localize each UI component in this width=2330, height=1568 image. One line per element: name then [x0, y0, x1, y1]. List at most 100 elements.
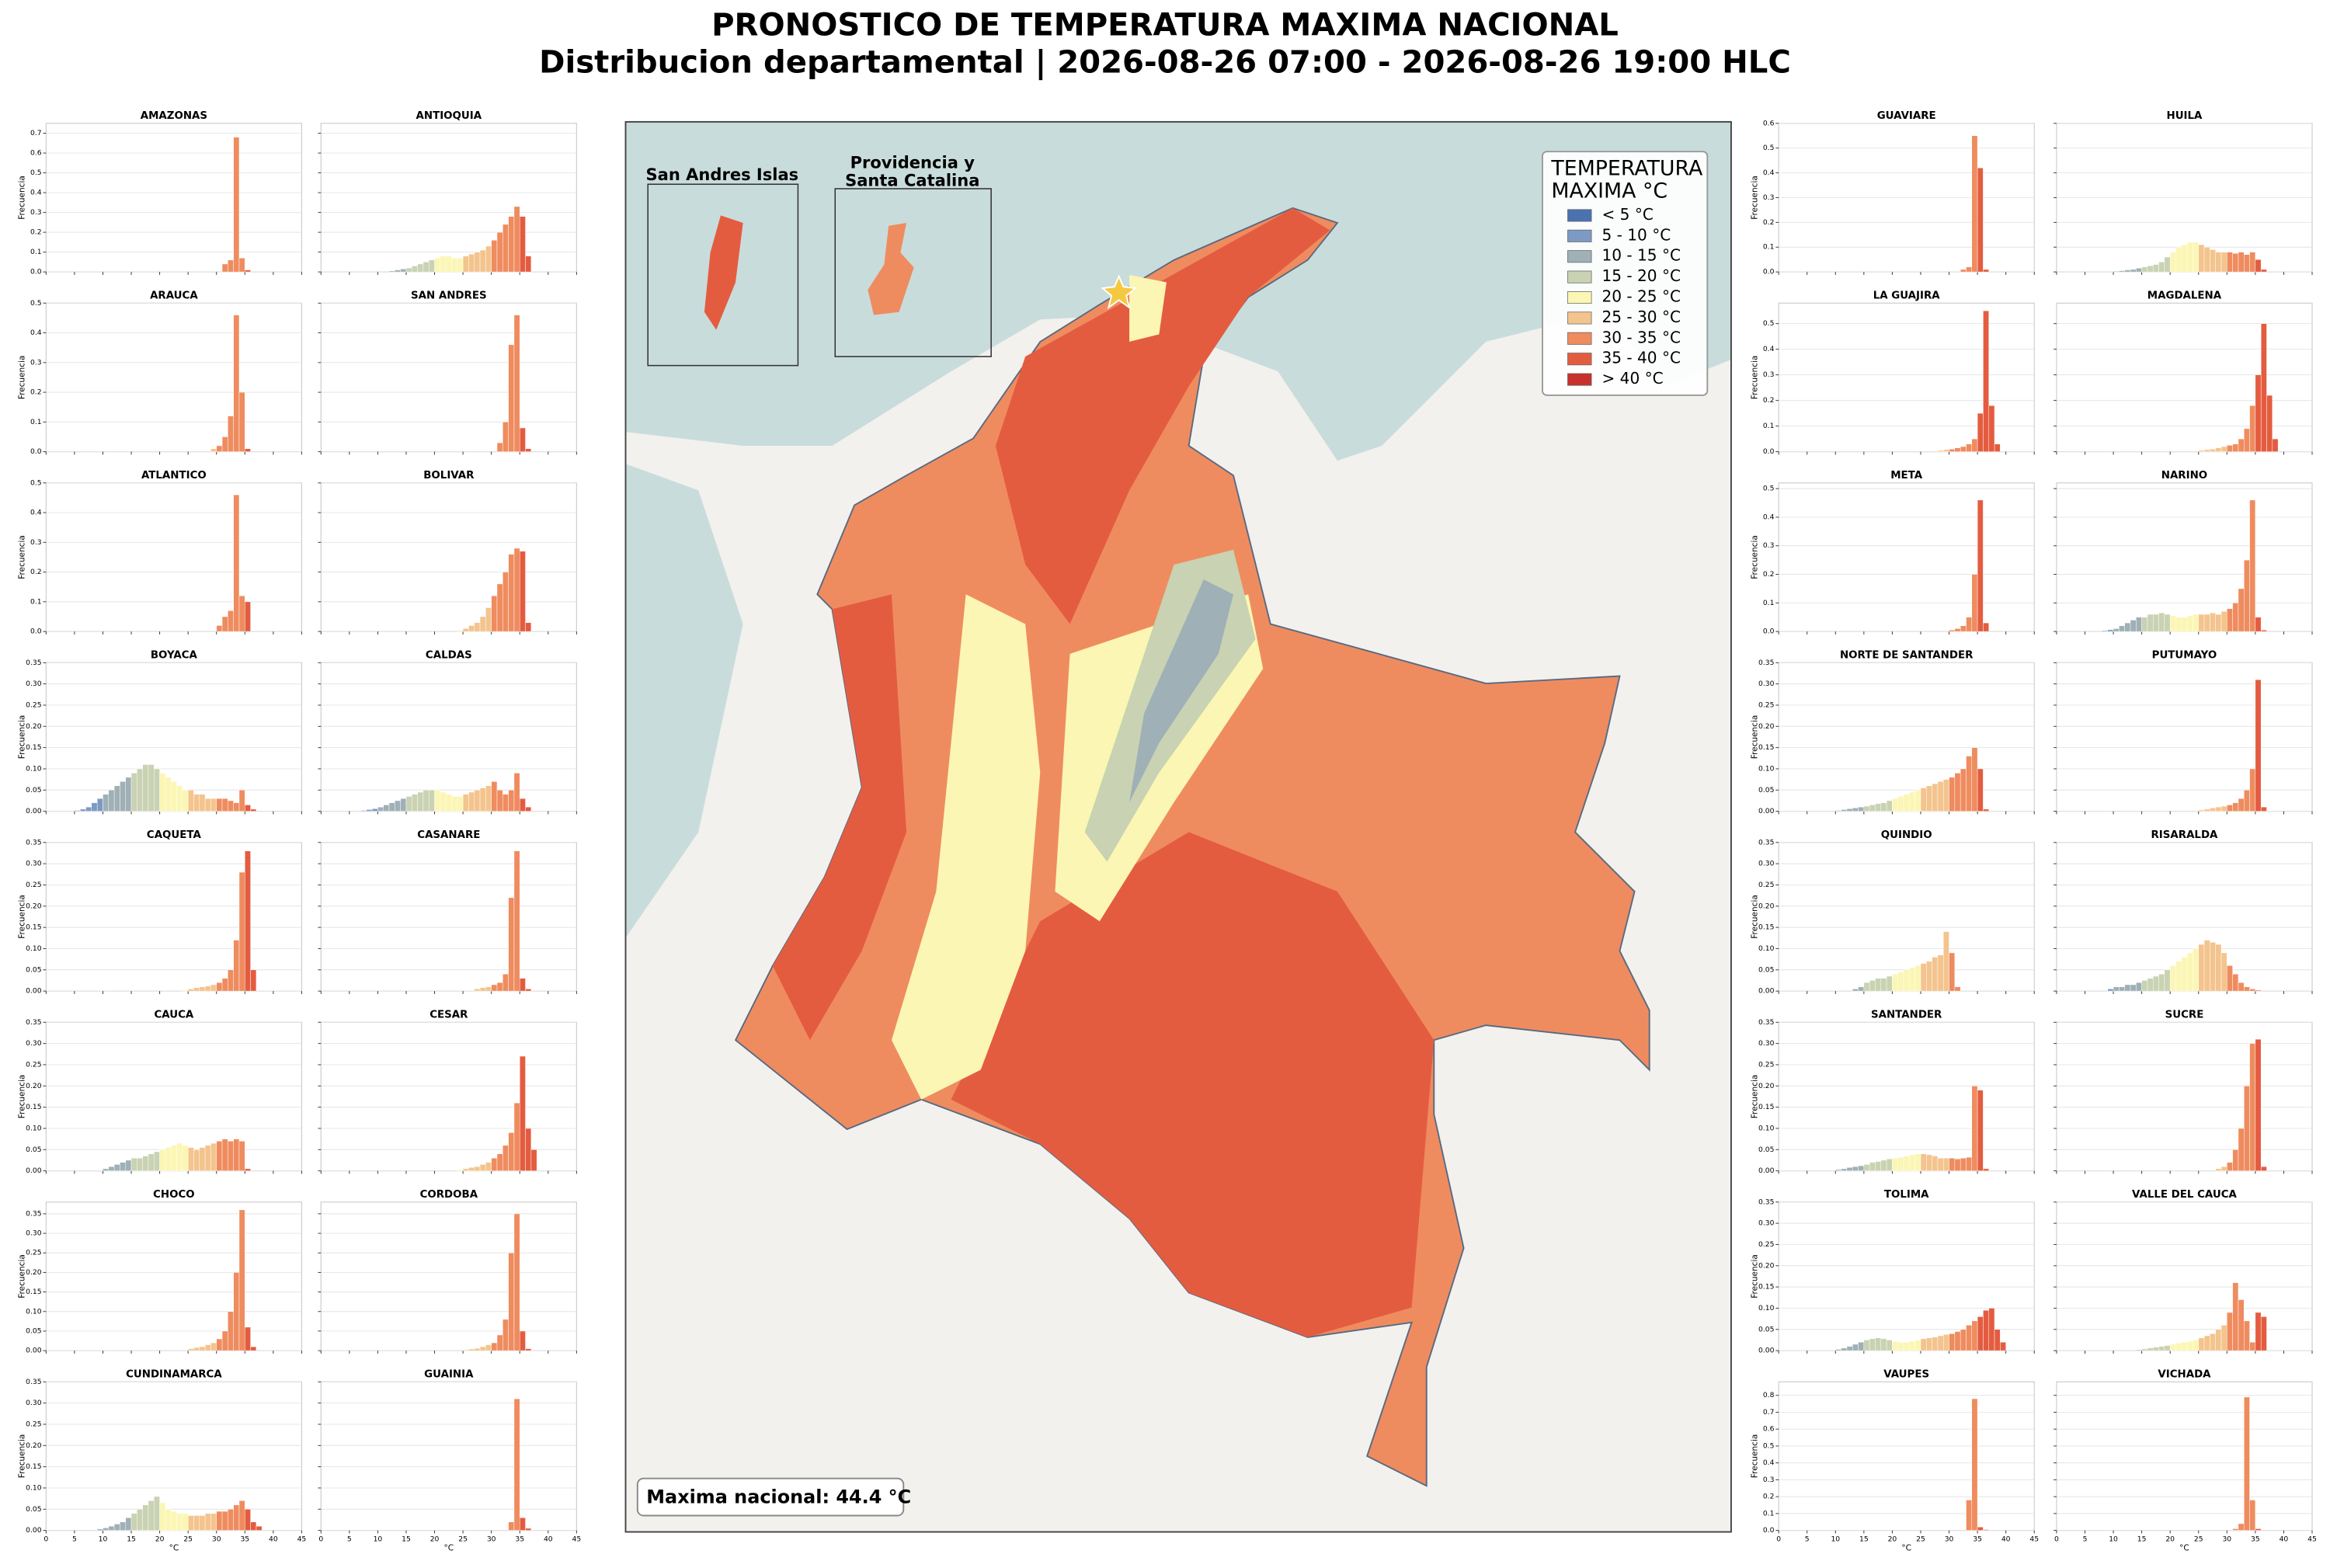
- bar: [108, 1166, 115, 1171]
- bar: [2113, 270, 2120, 273]
- bar: [1966, 1156, 1973, 1171]
- bar: [2255, 617, 2262, 632]
- bar: [1960, 1329, 1967, 1351]
- bar: [1858, 1165, 1865, 1171]
- bar: [496, 982, 503, 992]
- bar: [233, 940, 240, 992]
- bar: [1892, 974, 1898, 992]
- bar: [2164, 614, 2171, 632]
- bar: [1954, 1331, 1961, 1351]
- y-tick-label: 0.30: [26, 1399, 42, 1407]
- bar: [2203, 808, 2210, 812]
- annotation: Maxima nacional: 44.4 °C: [646, 1486, 911, 1508]
- bar: [2238, 438, 2245, 452]
- bar: [496, 1334, 503, 1351]
- y-tick-label: 0.30: [26, 1229, 42, 1238]
- hot-region: [951, 832, 1435, 1337]
- bar: [2203, 614, 2210, 632]
- bar: [468, 1167, 475, 1171]
- bar: [1903, 1156, 1910, 1171]
- bar: [508, 897, 515, 992]
- bar: [216, 1511, 223, 1531]
- y-tick-label: 0.10: [26, 764, 42, 773]
- bar: [412, 266, 418, 273]
- bar: [360, 810, 367, 812]
- bar: [142, 1156, 149, 1171]
- bar: [2220, 952, 2227, 992]
- y-tick-label: 0.25: [1758, 1060, 1775, 1069]
- y-tick-label: 0.00: [1758, 1166, 1775, 1175]
- y-tick-label: 0.20: [26, 1268, 42, 1277]
- bar: [457, 258, 464, 273]
- highland: [891, 594, 1041, 1100]
- y-tick-label: 0.6: [1763, 1425, 1775, 1434]
- bar: [91, 802, 98, 812]
- bar: [485, 986, 492, 992]
- bar: [2158, 612, 2165, 632]
- bar: [199, 986, 206, 992]
- y-tick-label: 0.6: [1763, 119, 1775, 127]
- bar: [1942, 779, 1949, 812]
- y-tick-label: 0.0: [30, 628, 42, 636]
- bar: [2227, 252, 2233, 273]
- bar: [2153, 264, 2159, 273]
- y-tick-label: 0.00: [26, 807, 42, 815]
- bar: [193, 1515, 200, 1531]
- legend-label: 15 - 20 °C: [1601, 266, 1681, 285]
- bar: [187, 1147, 194, 1171]
- panel: [45, 1381, 302, 1531]
- y-tick-label: 0.00: [1758, 987, 1775, 996]
- bar: [148, 1153, 155, 1171]
- legend-label: 10 - 15 °C: [1601, 246, 1681, 265]
- bar: [513, 1398, 520, 1531]
- bar: [1903, 1341, 1910, 1351]
- legend-label: < 5 °C: [1601, 205, 1653, 224]
- bar: [193, 794, 200, 812]
- bar: [491, 984, 498, 992]
- inset-frame: [834, 188, 992, 357]
- bar: [1937, 450, 1944, 452]
- title: PRONOSTICO DE TEMPERATURA MAXIMA NACIONA…: [711, 7, 1619, 43]
- bar: [2260, 1166, 2267, 1171]
- bar: [2249, 1043, 2256, 1171]
- bar: [445, 256, 452, 273]
- y-axis-label: Frecuencia: [18, 1434, 27, 1479]
- y-tick-label: 0.30: [1758, 860, 1775, 868]
- y-tick-label: 0.05: [1758, 1325, 1775, 1333]
- y-axis-label: Frecuencia: [18, 1075, 27, 1119]
- y-tick-label: 0.05: [26, 1326, 42, 1335]
- y-tick-label: 0.2: [1763, 570, 1775, 579]
- panel-title: PUTUMAYO: [2152, 650, 2217, 662]
- bar: [210, 1342, 217, 1351]
- bar: [1920, 1338, 1927, 1351]
- x-tick-label: 5: [347, 1535, 352, 1544]
- panel-title: META: [1890, 470, 1923, 482]
- y-tick-label: 0.5: [1763, 1441, 1775, 1450]
- legend-label: 30 - 35 °C: [1601, 328, 1681, 346]
- y-tick-label: 0.30: [1758, 1039, 1775, 1048]
- y-tick-label: 0.7: [1763, 1408, 1775, 1417]
- panel: [320, 662, 577, 812]
- bar: [1880, 802, 1887, 812]
- bar: [125, 1159, 132, 1171]
- bar: [2249, 768, 2256, 812]
- bar: [2136, 268, 2142, 273]
- bar: [400, 269, 407, 273]
- panel: [320, 1021, 577, 1172]
- panel: [320, 123, 577, 273]
- x-tick-label: 10: [99, 1535, 108, 1544]
- bar: [1971, 747, 1978, 812]
- bar: [1983, 1309, 1989, 1351]
- bar: [2141, 980, 2148, 992]
- x-tick-label: 25: [2194, 1535, 2203, 1544]
- y-tick-label: 0.10: [1758, 764, 1775, 773]
- x-tick-label: 5: [72, 1535, 77, 1544]
- bar: [204, 1145, 211, 1171]
- x-tick-label: 40: [2280, 1535, 2289, 1544]
- bar: [1897, 1341, 1904, 1351]
- panel: [2056, 1381, 2313, 1531]
- y-tick-label: 0.15: [1758, 923, 1775, 932]
- bar: [474, 622, 481, 632]
- bar: [1863, 1164, 1870, 1171]
- bar: [496, 790, 503, 812]
